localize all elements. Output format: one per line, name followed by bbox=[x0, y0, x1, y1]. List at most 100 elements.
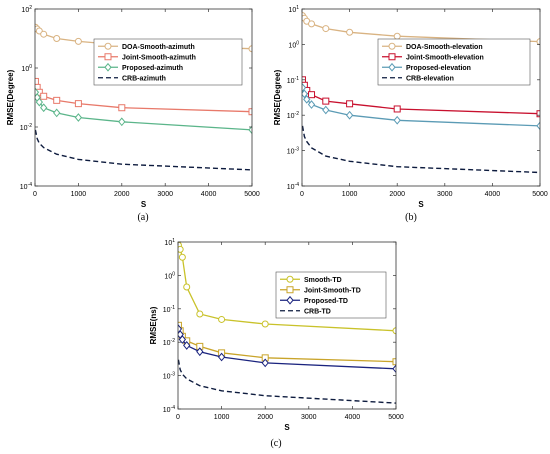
axes-box bbox=[301, 8, 541, 187]
y-tick-label: 102 bbox=[21, 5, 32, 14]
x-tick-label: 3000 bbox=[437, 191, 453, 198]
plot-area bbox=[178, 242, 396, 404]
data-point bbox=[74, 37, 82, 45]
series-line-1 bbox=[178, 325, 396, 363]
data-point bbox=[248, 45, 252, 53]
caption-c: (c) bbox=[270, 438, 282, 449]
legend-label: Proposed-TD bbox=[304, 298, 348, 305]
chart-0: 0 1000 2000 3000 4000 5000 10-4 10-2 100 102 S RMSE… bbox=[6, 5, 260, 209]
series-line-3 bbox=[35, 129, 252, 171]
y-tick-label: 10-1 bbox=[287, 76, 299, 85]
y-axis-label: RMSE(ns) bbox=[149, 306, 158, 344]
data-point bbox=[392, 364, 396, 374]
data-point bbox=[35, 77, 39, 85]
legend-marker bbox=[286, 295, 294, 305]
data-point bbox=[53, 96, 61, 104]
series-line-2 bbox=[178, 328, 396, 370]
y-tick-label: 10-4 bbox=[287, 182, 299, 191]
y-tick-label: 10-3 bbox=[163, 372, 175, 381]
x-tick-label: 3000 bbox=[301, 414, 317, 421]
legend-label: Proposed-elevation bbox=[406, 65, 471, 72]
legend-box bbox=[93, 38, 243, 86]
legend-marker bbox=[388, 62, 396, 72]
series-line-1 bbox=[35, 81, 252, 113]
y-tick-label: 10-2 bbox=[163, 338, 175, 347]
legend-marker bbox=[388, 53, 396, 61]
data-point bbox=[74, 100, 82, 108]
legend-label: Smooth-TD bbox=[304, 277, 342, 284]
legend: DOA-Smooth-elevation Joint-Smooth-elevati… bbox=[377, 38, 531, 86]
data-point bbox=[196, 347, 204, 357]
data-point bbox=[392, 327, 396, 335]
y-tick-label: 10-2 bbox=[20, 123, 32, 132]
chart-1: 0 1000 2000 3000 4000 5000 10-4 10-3 10-2 10-1 100… bbox=[273, 5, 548, 209]
y-tick-label: 100 bbox=[21, 64, 32, 73]
data-point bbox=[346, 28, 354, 36]
data-point bbox=[307, 100, 316, 109]
data-point bbox=[536, 121, 540, 131]
legend-label: CRB-TD bbox=[304, 308, 331, 315]
axes-box bbox=[34, 8, 253, 187]
x-tick-label: 2000 bbox=[257, 414, 273, 421]
x-tick-label: 4000 bbox=[485, 191, 501, 198]
legend-label: DOA-Smooth-elevation bbox=[406, 44, 483, 51]
x-axis-label: S bbox=[141, 200, 147, 209]
legend-label: Joint-Smooth-elevation bbox=[406, 54, 484, 61]
legend-label: Joint-Smooth-azimuth bbox=[122, 54, 196, 61]
data-point bbox=[218, 315, 226, 323]
caption-b: (b) bbox=[405, 212, 417, 223]
x-tick-label: 0 bbox=[33, 191, 37, 198]
data-point bbox=[40, 103, 48, 113]
data-point bbox=[178, 253, 186, 261]
x-tick-label: 4000 bbox=[201, 191, 217, 198]
data-point bbox=[183, 283, 191, 291]
data-point bbox=[322, 105, 330, 115]
chart-2: 0 1000 2000 3000 4000 5000 10-4 10-3 10-2 10-1 100… bbox=[149, 238, 404, 432]
y-axis-label: RMSE(Degree) bbox=[273, 69, 282, 125]
data-point bbox=[308, 91, 316, 99]
y-axis-label: RMSE(Degree) bbox=[6, 69, 15, 125]
x-tick-label: 5000 bbox=[244, 191, 260, 198]
x-axis-label: S bbox=[418, 200, 424, 209]
x-tick-label: 1000 bbox=[342, 191, 358, 198]
data-point bbox=[393, 115, 401, 125]
data-point bbox=[248, 125, 252, 135]
y-tick-label: 10-4 bbox=[163, 405, 175, 414]
x-axis-label: S bbox=[284, 423, 290, 432]
data-point bbox=[35, 97, 43, 107]
series-line-2 bbox=[302, 87, 540, 127]
legend: Smooth-TD Joint-Smooth-TD Proposed-TD CRB-T… bbox=[275, 271, 387, 319]
legend-label: CRB-elevation bbox=[406, 75, 454, 82]
plot-area bbox=[35, 23, 252, 171]
y-tick-label: 10-4 bbox=[20, 182, 32, 191]
x-tick-label: 5000 bbox=[388, 414, 404, 421]
y-tick-label: 10-2 bbox=[287, 111, 299, 120]
plot-area bbox=[302, 12, 540, 174]
x-tick-label: 1000 bbox=[214, 414, 230, 421]
y-tick-label: 101 bbox=[288, 5, 299, 14]
data-point bbox=[346, 100, 354, 108]
legend-box bbox=[377, 38, 531, 86]
x-tick-label: 2000 bbox=[389, 191, 405, 198]
x-tick-label: 2000 bbox=[114, 191, 130, 198]
axes-box bbox=[177, 241, 397, 410]
data-point bbox=[322, 97, 330, 105]
x-tick-label: 0 bbox=[176, 414, 180, 421]
x-tick-label: 1000 bbox=[71, 191, 87, 198]
legend-label: DOA-Smooth-azimuth bbox=[122, 44, 195, 51]
legend-marker bbox=[104, 53, 112, 61]
data-point bbox=[53, 108, 61, 118]
x-tick-label: 0 bbox=[300, 191, 304, 198]
data-point bbox=[183, 341, 191, 350]
y-tick-label: 10-3 bbox=[287, 147, 299, 156]
series-line-3 bbox=[302, 125, 540, 174]
data-point bbox=[40, 92, 48, 100]
data-point bbox=[393, 105, 401, 113]
data-point bbox=[536, 38, 540, 46]
data-point bbox=[118, 117, 126, 127]
data-point bbox=[261, 320, 269, 328]
legend-label: CRB-azimuth bbox=[122, 75, 166, 82]
x-tick-label: 4000 bbox=[345, 414, 361, 421]
data-point bbox=[178, 335, 187, 344]
